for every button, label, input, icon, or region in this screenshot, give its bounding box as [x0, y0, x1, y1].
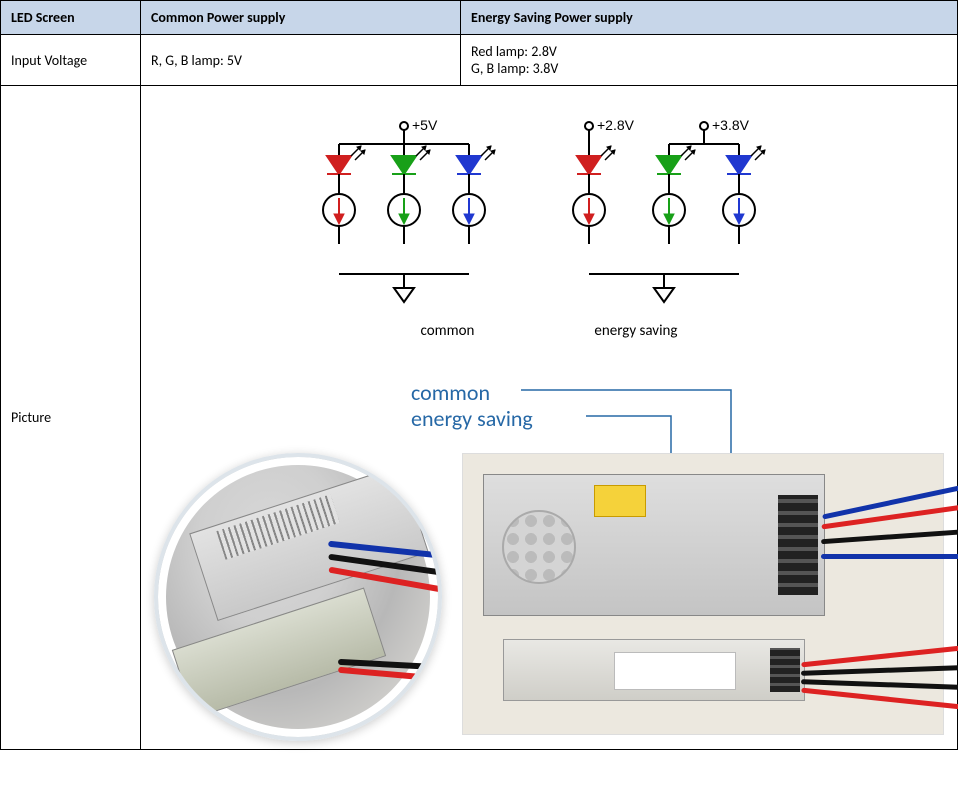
table-row-input-voltage: Input Voltage R, G, B lamp: 5V Red lamp:… — [1, 35, 958, 86]
energy-red-lamp: Red lamp: 2.8V — [471, 43, 947, 60]
circle-photo-psu — [154, 453, 442, 741]
row-label-picture: Picture — [1, 86, 141, 750]
energy-gb-lamp: G, B lamp: 3.8V — [471, 60, 947, 77]
rect-photo-psu — [462, 453, 944, 735]
callout-energy: energy saving — [411, 406, 947, 432]
cell-energy-voltage: Red lamp: 2.8V G, B lamp: 3.8V — [461, 35, 958, 86]
diagram-captions: common energy saving — [151, 322, 947, 340]
energy-saving-psu-device — [503, 639, 805, 701]
picture-cell: +5V +2.8V +3.8V common energy saving comm… — [141, 86, 958, 750]
photo-area — [151, 453, 947, 741]
circuit-energy-icon: +2.8V +3.8V — [549, 114, 799, 314]
circuit-diagram-area: +5V +2.8V +3.8V — [151, 94, 947, 314]
photo-callouts: common energy saving — [411, 380, 947, 433]
comparison-table: LED Screen Common Power supply Energy Sa… — [0, 0, 958, 750]
row-label-input-voltage: Input Voltage — [1, 35, 141, 86]
table-header-row: LED Screen Common Power supply Energy Sa… — [1, 1, 958, 35]
table-row-picture: Picture +5V +2.8V +3.8V common energy sav… — [1, 86, 958, 750]
common-psu-device — [483, 474, 825, 616]
caption-energy: energy saving — [594, 322, 677, 340]
header-led-screen: LED Screen — [1, 1, 141, 35]
svg-text:+5V: +5V — [412, 117, 438, 133]
cell-common-voltage: R, G, B lamp: 5V — [141, 35, 461, 86]
header-common: Common Power supply — [141, 1, 461, 35]
circuit-common-icon: +5V — [299, 114, 509, 314]
callout-common: common — [411, 380, 947, 406]
svg-text:+2.8V: +2.8V — [597, 117, 635, 133]
svg-text:+3.8V: +3.8V — [712, 117, 750, 133]
header-energy: Energy Saving Power supply — [461, 1, 958, 35]
caption-common: common — [421, 322, 475, 340]
